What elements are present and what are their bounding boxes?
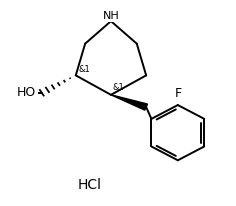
Text: F: F bbox=[175, 87, 182, 100]
Text: NH: NH bbox=[103, 11, 119, 21]
Text: HCl: HCl bbox=[78, 178, 102, 192]
Text: &1: &1 bbox=[112, 83, 124, 92]
Text: &1: &1 bbox=[79, 65, 90, 74]
Text: HO: HO bbox=[17, 86, 36, 99]
Polygon shape bbox=[111, 95, 148, 110]
